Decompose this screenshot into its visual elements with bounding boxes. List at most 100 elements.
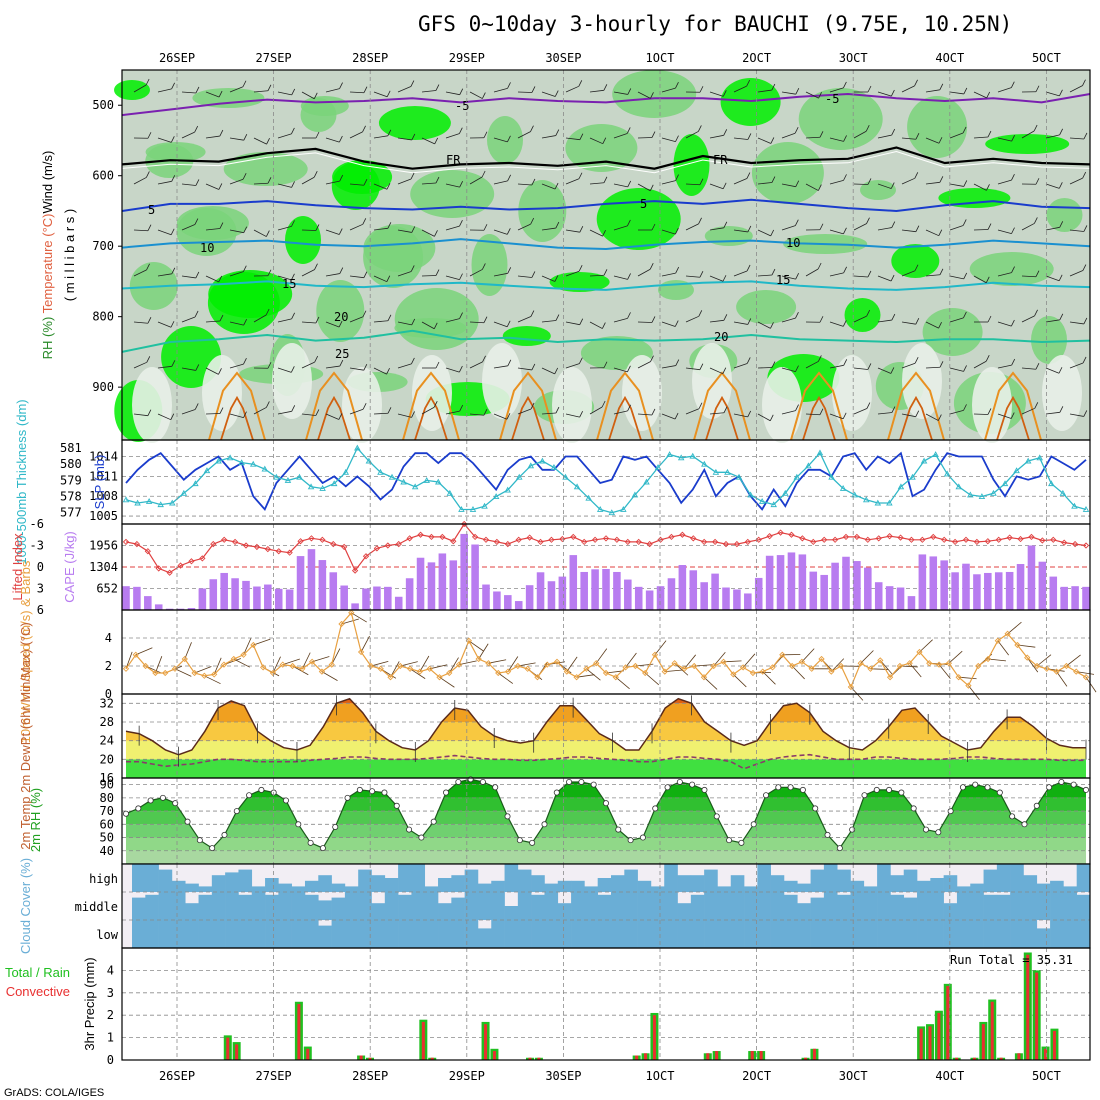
y-tick-label: 700 bbox=[92, 239, 114, 253]
surface-wind-barb bbox=[233, 658, 250, 668]
cloud-cell bbox=[650, 886, 665, 892]
cape-bar bbox=[165, 608, 174, 610]
cloud-cell bbox=[251, 920, 266, 948]
cloud-cell bbox=[584, 920, 598, 948]
cloud-cell bbox=[304, 920, 319, 948]
contour-label: FR bbox=[446, 153, 461, 167]
rh-band bbox=[126, 811, 1086, 825]
precip-convective-bar bbox=[306, 1048, 310, 1060]
surface-wind-barb bbox=[801, 648, 815, 663]
wind-barb bbox=[589, 89, 604, 93]
wind-barb-flag bbox=[146, 263, 150, 271]
wind-barb-flag bbox=[770, 322, 774, 329]
wind-speed-point bbox=[661, 668, 668, 675]
lifted-index-point bbox=[450, 538, 457, 545]
cloud-cell bbox=[996, 920, 1011, 948]
upper-air-ylabel: RH (%) Temperature (°C)Wind (m/s) bbox=[40, 151, 55, 360]
wind-barb-flag bbox=[1034, 309, 1038, 317]
wind-speed-point bbox=[1024, 654, 1031, 661]
rh-point bbox=[332, 823, 339, 830]
cloud-cell bbox=[863, 886, 878, 892]
rh-point bbox=[147, 797, 154, 804]
lifted-index-point bbox=[864, 536, 871, 543]
wind-barb-flag bbox=[338, 320, 343, 328]
thickness-point bbox=[388, 473, 396, 480]
wind-barb-flag bbox=[699, 271, 704, 278]
rh-shading-blob bbox=[798, 88, 883, 150]
rh-shading-blob bbox=[720, 78, 781, 126]
wind-barb-flag bbox=[890, 367, 895, 374]
rh-point bbox=[701, 786, 708, 793]
wind-speed-point bbox=[749, 669, 757, 677]
surface-wind-barb bbox=[213, 657, 222, 675]
wind-barb bbox=[709, 183, 724, 190]
precip-convective-bar bbox=[359, 1055, 363, 1060]
surface-wind-barb bbox=[625, 652, 637, 668]
wind-barb-flag bbox=[243, 134, 248, 141]
wind-barb bbox=[949, 91, 964, 95]
cloud-cell bbox=[970, 883, 984, 892]
wind-barb bbox=[1021, 367, 1036, 370]
wind-speed-point bbox=[387, 674, 394, 681]
thickness-point bbox=[1082, 506, 1090, 512]
wind-barb bbox=[373, 227, 388, 231]
thickness-tick-label: 577 bbox=[60, 506, 82, 520]
cape-bar bbox=[351, 603, 359, 610]
cape-bar bbox=[667, 578, 676, 610]
slp-tick-label: 1005 bbox=[89, 509, 118, 523]
cloud-cell bbox=[690, 920, 705, 948]
wind-barb bbox=[709, 134, 724, 139]
cloud-cell bbox=[1076, 920, 1091, 948]
rh-point bbox=[652, 805, 659, 812]
surface-wind-barb bbox=[1026, 657, 1039, 673]
lifted-index-point bbox=[570, 533, 577, 541]
cloud-cell bbox=[917, 880, 931, 892]
wind-barb bbox=[925, 89, 940, 93]
cloud-cell bbox=[398, 864, 412, 892]
wind-barb bbox=[541, 183, 556, 190]
top-x-tick-label: 29SEP bbox=[449, 51, 485, 65]
wind-barb-flag bbox=[963, 311, 967, 319]
wind-barb bbox=[397, 137, 412, 141]
wind-barb bbox=[133, 269, 147, 277]
wind-barb-flag bbox=[1011, 134, 1015, 142]
wind-barb bbox=[661, 365, 676, 369]
wind-speed-point bbox=[426, 665, 433, 672]
cape-bar bbox=[176, 608, 185, 610]
rh-point bbox=[1009, 813, 1016, 820]
wind-barb bbox=[493, 180, 508, 185]
wind-speed-point bbox=[602, 669, 610, 677]
surface-wind-barb bbox=[791, 665, 805, 680]
warm-contour-inner bbox=[996, 395, 1030, 441]
wind-barb-flag bbox=[818, 91, 822, 99]
cape-bar bbox=[318, 560, 327, 610]
cape-bar bbox=[220, 572, 228, 610]
li-tick-label: -3 bbox=[30, 539, 44, 553]
wind-barb-flag bbox=[914, 79, 918, 87]
rh-point bbox=[123, 810, 130, 817]
cloud-cell bbox=[837, 920, 851, 948]
wind-barb-flag bbox=[386, 183, 391, 190]
wind-speed-point bbox=[955, 674, 962, 681]
wind-barb bbox=[1021, 275, 1037, 278]
rh-point bbox=[824, 831, 831, 838]
surface-wind-barb bbox=[703, 676, 718, 690]
wind-barb-flag bbox=[482, 355, 486, 363]
wind-barb-flag bbox=[459, 180, 463, 188]
cape-bar bbox=[591, 569, 599, 610]
rh-shading-blob bbox=[300, 96, 349, 116]
wind-barb-flag bbox=[723, 221, 728, 228]
wind-barb-flag bbox=[699, 178, 704, 185]
cape-bar bbox=[231, 578, 239, 610]
wind-barb-flag bbox=[507, 267, 512, 274]
lifted-index-point bbox=[177, 562, 184, 569]
cloud-cell bbox=[371, 920, 386, 948]
wind-barb-flag bbox=[579, 133, 584, 140]
wind-tick-label: 2 bbox=[105, 659, 112, 673]
wind-barb-flag bbox=[771, 361, 776, 368]
wind-barb bbox=[613, 410, 628, 415]
surface-wind-barb bbox=[125, 651, 133, 669]
cloud-cell bbox=[477, 892, 492, 920]
